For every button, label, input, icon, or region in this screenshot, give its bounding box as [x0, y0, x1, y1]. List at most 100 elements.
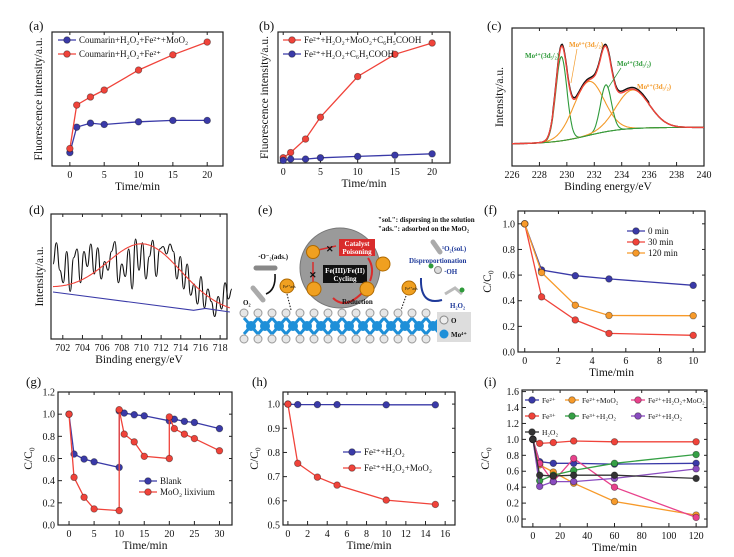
data-point — [70, 473, 78, 482]
legend-label: Coumarin+H₂O₂+Fe²⁺+MoO₂ — [79, 35, 188, 45]
y-tick-label: 0.8 — [503, 245, 516, 256]
plot-frame — [50, 213, 228, 340]
y-axis-label: C/C₀ — [249, 447, 261, 470]
data-point — [605, 329, 613, 338]
legend-marker — [288, 50, 296, 58]
x-tick-label: 4 — [590, 356, 595, 367]
legend-marker — [568, 412, 576, 420]
lattice-o-atom — [239, 308, 249, 318]
data-point — [169, 116, 177, 125]
plot-frame — [277, 31, 451, 164]
x-tick-label: 80 — [637, 531, 647, 542]
y-tick-label: 0.0 — [507, 515, 520, 526]
y-tick-label: 0.6 — [268, 496, 281, 507]
data-point — [313, 473, 322, 481]
legend-label: Blank — [160, 476, 182, 486]
lattice-o-atom — [253, 308, 263, 318]
data-point — [170, 424, 179, 433]
lattice-o-atom — [267, 334, 277, 344]
lattice-o-atom — [281, 308, 291, 318]
y-axis-label: C/C₀ — [482, 270, 494, 293]
y-tick-label: 1.0 — [507, 435, 520, 446]
legend-marker — [634, 396, 642, 404]
panel-label-d: (d) — [29, 202, 44, 217]
cycle-arrow — [367, 257, 374, 282]
data-point — [692, 513, 700, 522]
cycling-label: Fe(III)/Fe(II) — [325, 267, 365, 275]
x-tick-label: 232 — [587, 170, 602, 181]
data-point — [66, 144, 74, 153]
o2-molecule — [250, 285, 266, 303]
fe-ball — [306, 281, 322, 297]
data-point — [294, 459, 302, 468]
fe3-ads-label: Fe³⁺ads — [283, 284, 296, 289]
y-tick-label: 0.8 — [507, 451, 520, 462]
series-line-6 — [532, 439, 697, 480]
x-axis-label: Time/min — [123, 540, 168, 552]
lattice-mo-atom — [400, 321, 410, 331]
legend-marker — [632, 227, 640, 235]
lattice-o-atom — [351, 334, 361, 344]
lattice-mo-atom — [288, 321, 298, 331]
plot-frame — [521, 389, 708, 528]
x-tick-label: 20 — [202, 170, 212, 181]
data-point — [549, 459, 557, 467]
data-point — [279, 156, 287, 165]
data-point — [353, 72, 362, 81]
legend-label: 30 min — [648, 237, 674, 247]
mechanism-scheme: "sol.": dispersing in the solution "ads.… — [239, 216, 475, 344]
blocked-x-icon-2: ✕ — [309, 270, 317, 280]
x-tick-label: 5 — [102, 170, 107, 181]
y-tick-label: 1.2 — [43, 388, 56, 399]
y-tick-label: 1.2 — [507, 419, 520, 430]
singlet-oxygen-label: ¹O₂(sol.) — [442, 245, 467, 253]
x-tick-label: 704 — [75, 343, 90, 354]
fit-component — [512, 80, 704, 145]
x-tick-label: 0 — [522, 356, 527, 367]
data-point — [537, 293, 546, 301]
lattice-o-atom — [309, 334, 319, 344]
x-tick-label: 702 — [55, 343, 70, 354]
singlet-oxygen-molecule — [430, 239, 443, 255]
data-point — [382, 496, 390, 504]
lattice-o-atom — [421, 334, 431, 344]
data-point — [90, 505, 98, 513]
legend-mo-label: Mo⁴⁺ — [451, 331, 467, 339]
data-point — [140, 412, 148, 420]
lattice-o-atom — [379, 308, 389, 318]
reduction-label: Reduction — [342, 298, 373, 306]
background-line — [512, 126, 704, 145]
plot-frame — [511, 27, 705, 167]
x-tick-label: 5 — [92, 529, 97, 540]
y-tick-label: 0.6 — [503, 271, 516, 282]
series-line-1 — [287, 403, 436, 506]
data-point — [86, 119, 95, 127]
legend-marker — [528, 428, 536, 436]
data-point — [301, 135, 310, 143]
lattice-mo-atom — [274, 321, 284, 331]
x-tick-label: 25 — [189, 529, 199, 540]
x-tick-label: 0 — [67, 170, 72, 181]
legend-label: Fe²⁺ — [542, 396, 556, 405]
legend-marker — [632, 238, 640, 246]
chart-a: 0 5 10 15 20 Time/min Fluorescence intensity/a… — [33, 31, 224, 193]
data-point — [73, 101, 81, 109]
y-axis-label: Fluorescence intensity/a.u. — [259, 36, 271, 159]
data-point — [286, 155, 295, 163]
y-tick-label: 0.0 — [503, 348, 516, 359]
lattice-o-atom — [393, 334, 403, 344]
x-tick-label: 4 — [325, 529, 330, 540]
lattice-mo-atom — [428, 321, 438, 331]
lattice-o-atom — [239, 334, 249, 344]
superoxide-label: ·O⁻₂(ads.) — [258, 253, 289, 261]
chart-f: 0 2 4 6 8 10 0.0 0.2 0.4 0.6 0.8 1.0 Time/min C/C₀ 0 m… — [482, 210, 706, 379]
legend-label: 120 min — [648, 248, 678, 258]
lattice-o-atom — [351, 308, 361, 318]
panel-label-a: (a) — [29, 18, 43, 33]
data-point — [120, 430, 128, 438]
data-point — [689, 312, 697, 320]
fe-ball — [306, 245, 320, 259]
panel-label-g: (g) — [26, 374, 41, 389]
data-point — [120, 409, 128, 417]
